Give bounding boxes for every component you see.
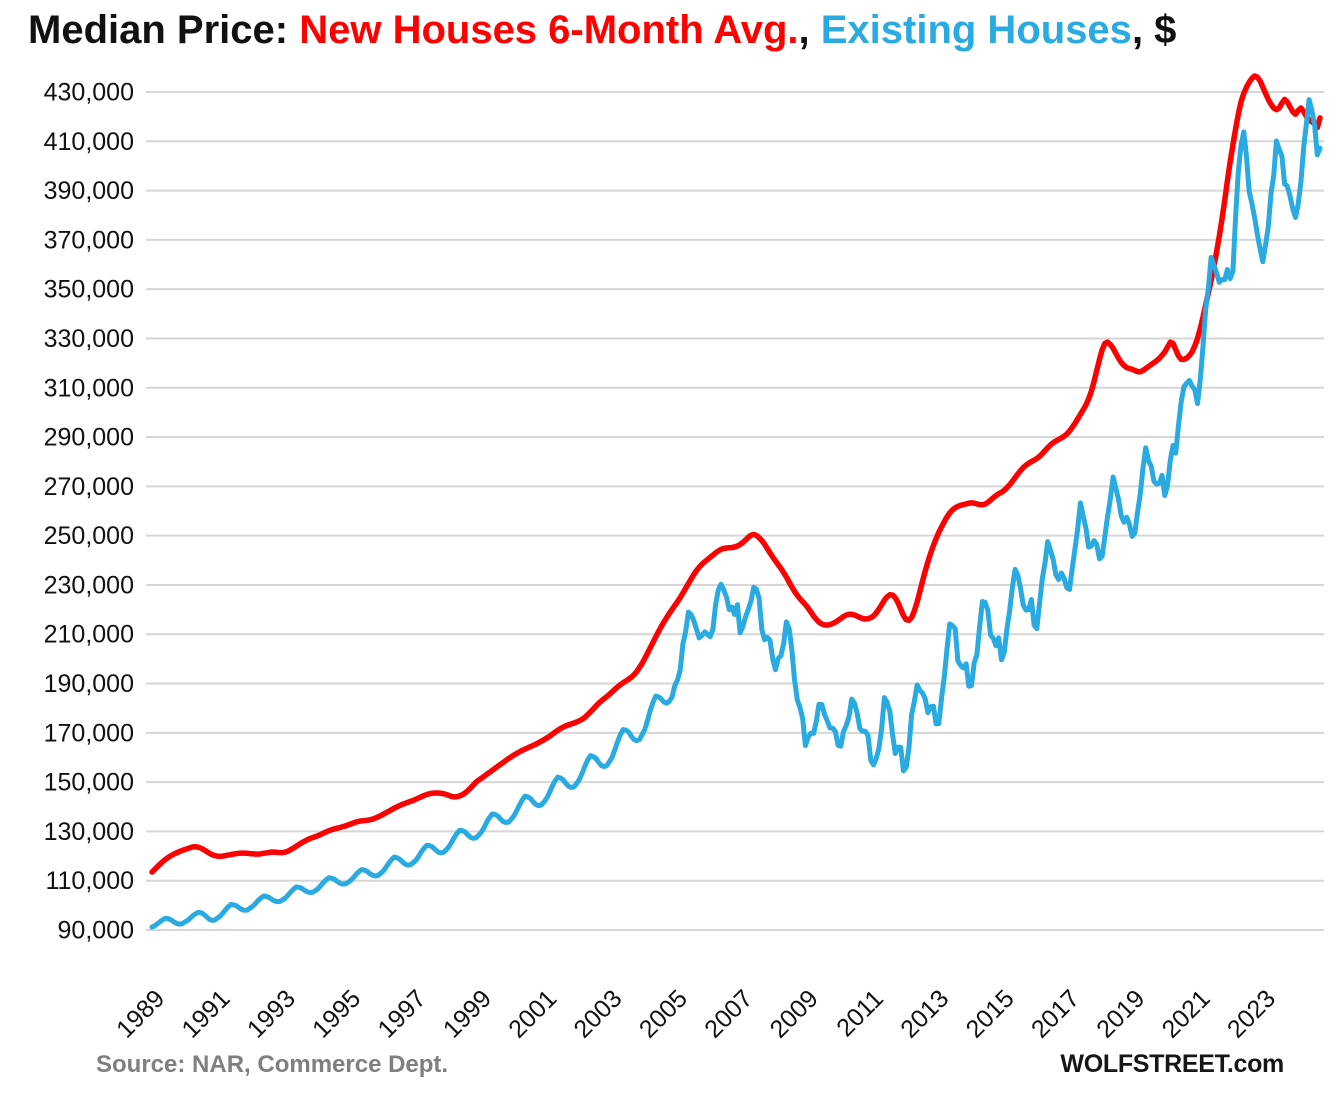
x-tick-label: 2003 bbox=[569, 984, 628, 1043]
x-tick-label: 2007 bbox=[699, 984, 758, 1043]
y-tick-label: 290,000 bbox=[44, 424, 134, 452]
title-prefix: Median Price: bbox=[28, 8, 300, 52]
x-tick-label: 2015 bbox=[961, 984, 1020, 1043]
y-tick-label: 350,000 bbox=[44, 276, 134, 304]
source-note: Source: NAR, Commerce Dept. bbox=[96, 1051, 449, 1078]
y-tick-label: 410,000 bbox=[44, 128, 134, 156]
y-tick-label: 310,000 bbox=[44, 374, 134, 402]
y-tick-label: 90,000 bbox=[58, 916, 134, 944]
title-existing-houses-legend: Existing Houses bbox=[820, 8, 1132, 52]
y-tick-label: 170,000 bbox=[44, 719, 134, 747]
y-tick-label: 150,000 bbox=[44, 769, 134, 797]
x-tick-label: 1991 bbox=[176, 984, 235, 1043]
x-tick-label: 1993 bbox=[242, 984, 301, 1043]
y-axis-labels: 90,000 110,000 130,000 150,000 170,000 190,00… bbox=[44, 79, 134, 945]
x-tick-label: 2021 bbox=[1157, 984, 1216, 1043]
y-tick-label: 250,000 bbox=[44, 522, 134, 550]
title-new-houses-legend: New Houses 6-Month Avg. bbox=[299, 8, 799, 52]
new-houses-line bbox=[149, 73, 1323, 875]
x-tick-label: 1999 bbox=[438, 984, 497, 1043]
y-tick-label: 370,000 bbox=[44, 226, 134, 254]
x-tick-label: 1989 bbox=[111, 984, 170, 1043]
x-tick-label: 1997 bbox=[372, 984, 431, 1043]
x-tick-label: 1995 bbox=[307, 984, 366, 1043]
gridlines bbox=[146, 91, 1324, 931]
y-tick-label: 430,000 bbox=[44, 79, 134, 107]
x-axis-labels: 1989 1991 1993 1995 1997 1999 2001 2003 2005 2007… bbox=[111, 984, 1281, 1043]
y-tick-label: 210,000 bbox=[44, 621, 134, 649]
x-tick-label: 2017 bbox=[1026, 984, 1085, 1043]
y-tick-label: 270,000 bbox=[44, 473, 134, 501]
y-tick-label: 190,000 bbox=[44, 670, 134, 698]
x-tick-label: 2011 bbox=[831, 984, 889, 1042]
chart-title: Median Price: New Houses 6-Month Avg., E… bbox=[28, 8, 1176, 53]
x-tick-label: 2023 bbox=[1222, 984, 1281, 1043]
existing-houses-line bbox=[149, 97, 1323, 930]
x-tick-label: 2019 bbox=[1091, 984, 1150, 1043]
title-suffix: , $ bbox=[1131, 8, 1177, 52]
title-separator: , bbox=[798, 8, 821, 52]
x-tick-label: 2005 bbox=[634, 984, 693, 1043]
price-line-chart: 90,000 110,000 130,000 150,000 170,000 190,00… bbox=[44, 73, 1324, 1044]
y-tick-label: 110,000 bbox=[45, 867, 134, 895]
y-tick-label: 330,000 bbox=[44, 325, 134, 353]
x-tick-label: 2013 bbox=[895, 984, 954, 1043]
x-tick-label: 2001 bbox=[503, 984, 562, 1043]
wolfstreet-branding: WOLFSTREET.com bbox=[1060, 1050, 1284, 1078]
y-tick-label: 230,000 bbox=[44, 571, 134, 599]
y-tick-label: 130,000 bbox=[44, 818, 134, 846]
x-tick-label: 2009 bbox=[765, 984, 824, 1043]
y-tick-label: 390,000 bbox=[44, 177, 134, 205]
